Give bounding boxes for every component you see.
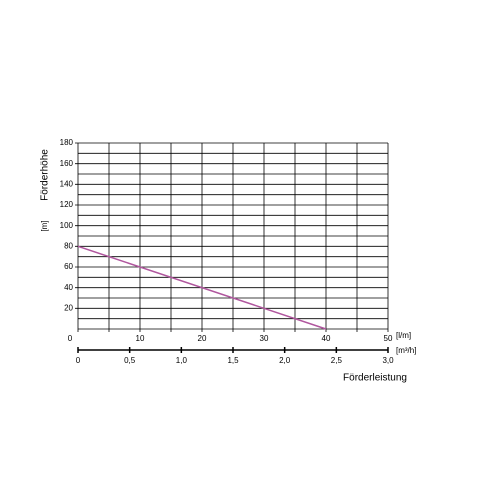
x2-tick-label: 2,5 [331, 356, 343, 365]
y-tick-label: 80 [64, 241, 73, 250]
x2-tick-label: 1,0 [176, 356, 188, 365]
x-tick-label: 20 [198, 334, 207, 343]
y-tick-label: 60 [64, 262, 73, 271]
y-tick-label: 180 [60, 138, 74, 147]
x-tick-label: 10 [136, 334, 145, 343]
x2-tick-label: 1,5 [227, 356, 239, 365]
x2-tick-label: 0 [76, 356, 81, 365]
x-tick-label: 0 [68, 334, 73, 343]
x-tick-label: 40 [322, 334, 331, 343]
y-axis-unit: [m] [40, 220, 49, 231]
y-tick-label: 120 [60, 200, 74, 209]
x2-tick-label: 0,5 [124, 356, 136, 365]
y-tick-label: 20 [64, 303, 73, 312]
x-axis-unit: [l/m] [396, 331, 411, 340]
x2-tick-label: 2,0 [279, 356, 291, 365]
y-tick-label: 100 [60, 221, 74, 230]
y-tick-label: 140 [60, 179, 74, 188]
x2-axis-unit: [m³/h] [396, 346, 416, 355]
y-tick-label: 160 [60, 159, 74, 168]
y-tick-label: 40 [64, 283, 73, 292]
curve [77, 245, 327, 330]
x2-tick-label: 3,0 [382, 356, 394, 365]
x-tick-label: 30 [260, 334, 269, 343]
x-axis-label: Förderleistung [343, 373, 407, 384]
x-tick-label: 50 [384, 334, 393, 343]
y-axis-label: Förderhöhe [40, 149, 51, 201]
